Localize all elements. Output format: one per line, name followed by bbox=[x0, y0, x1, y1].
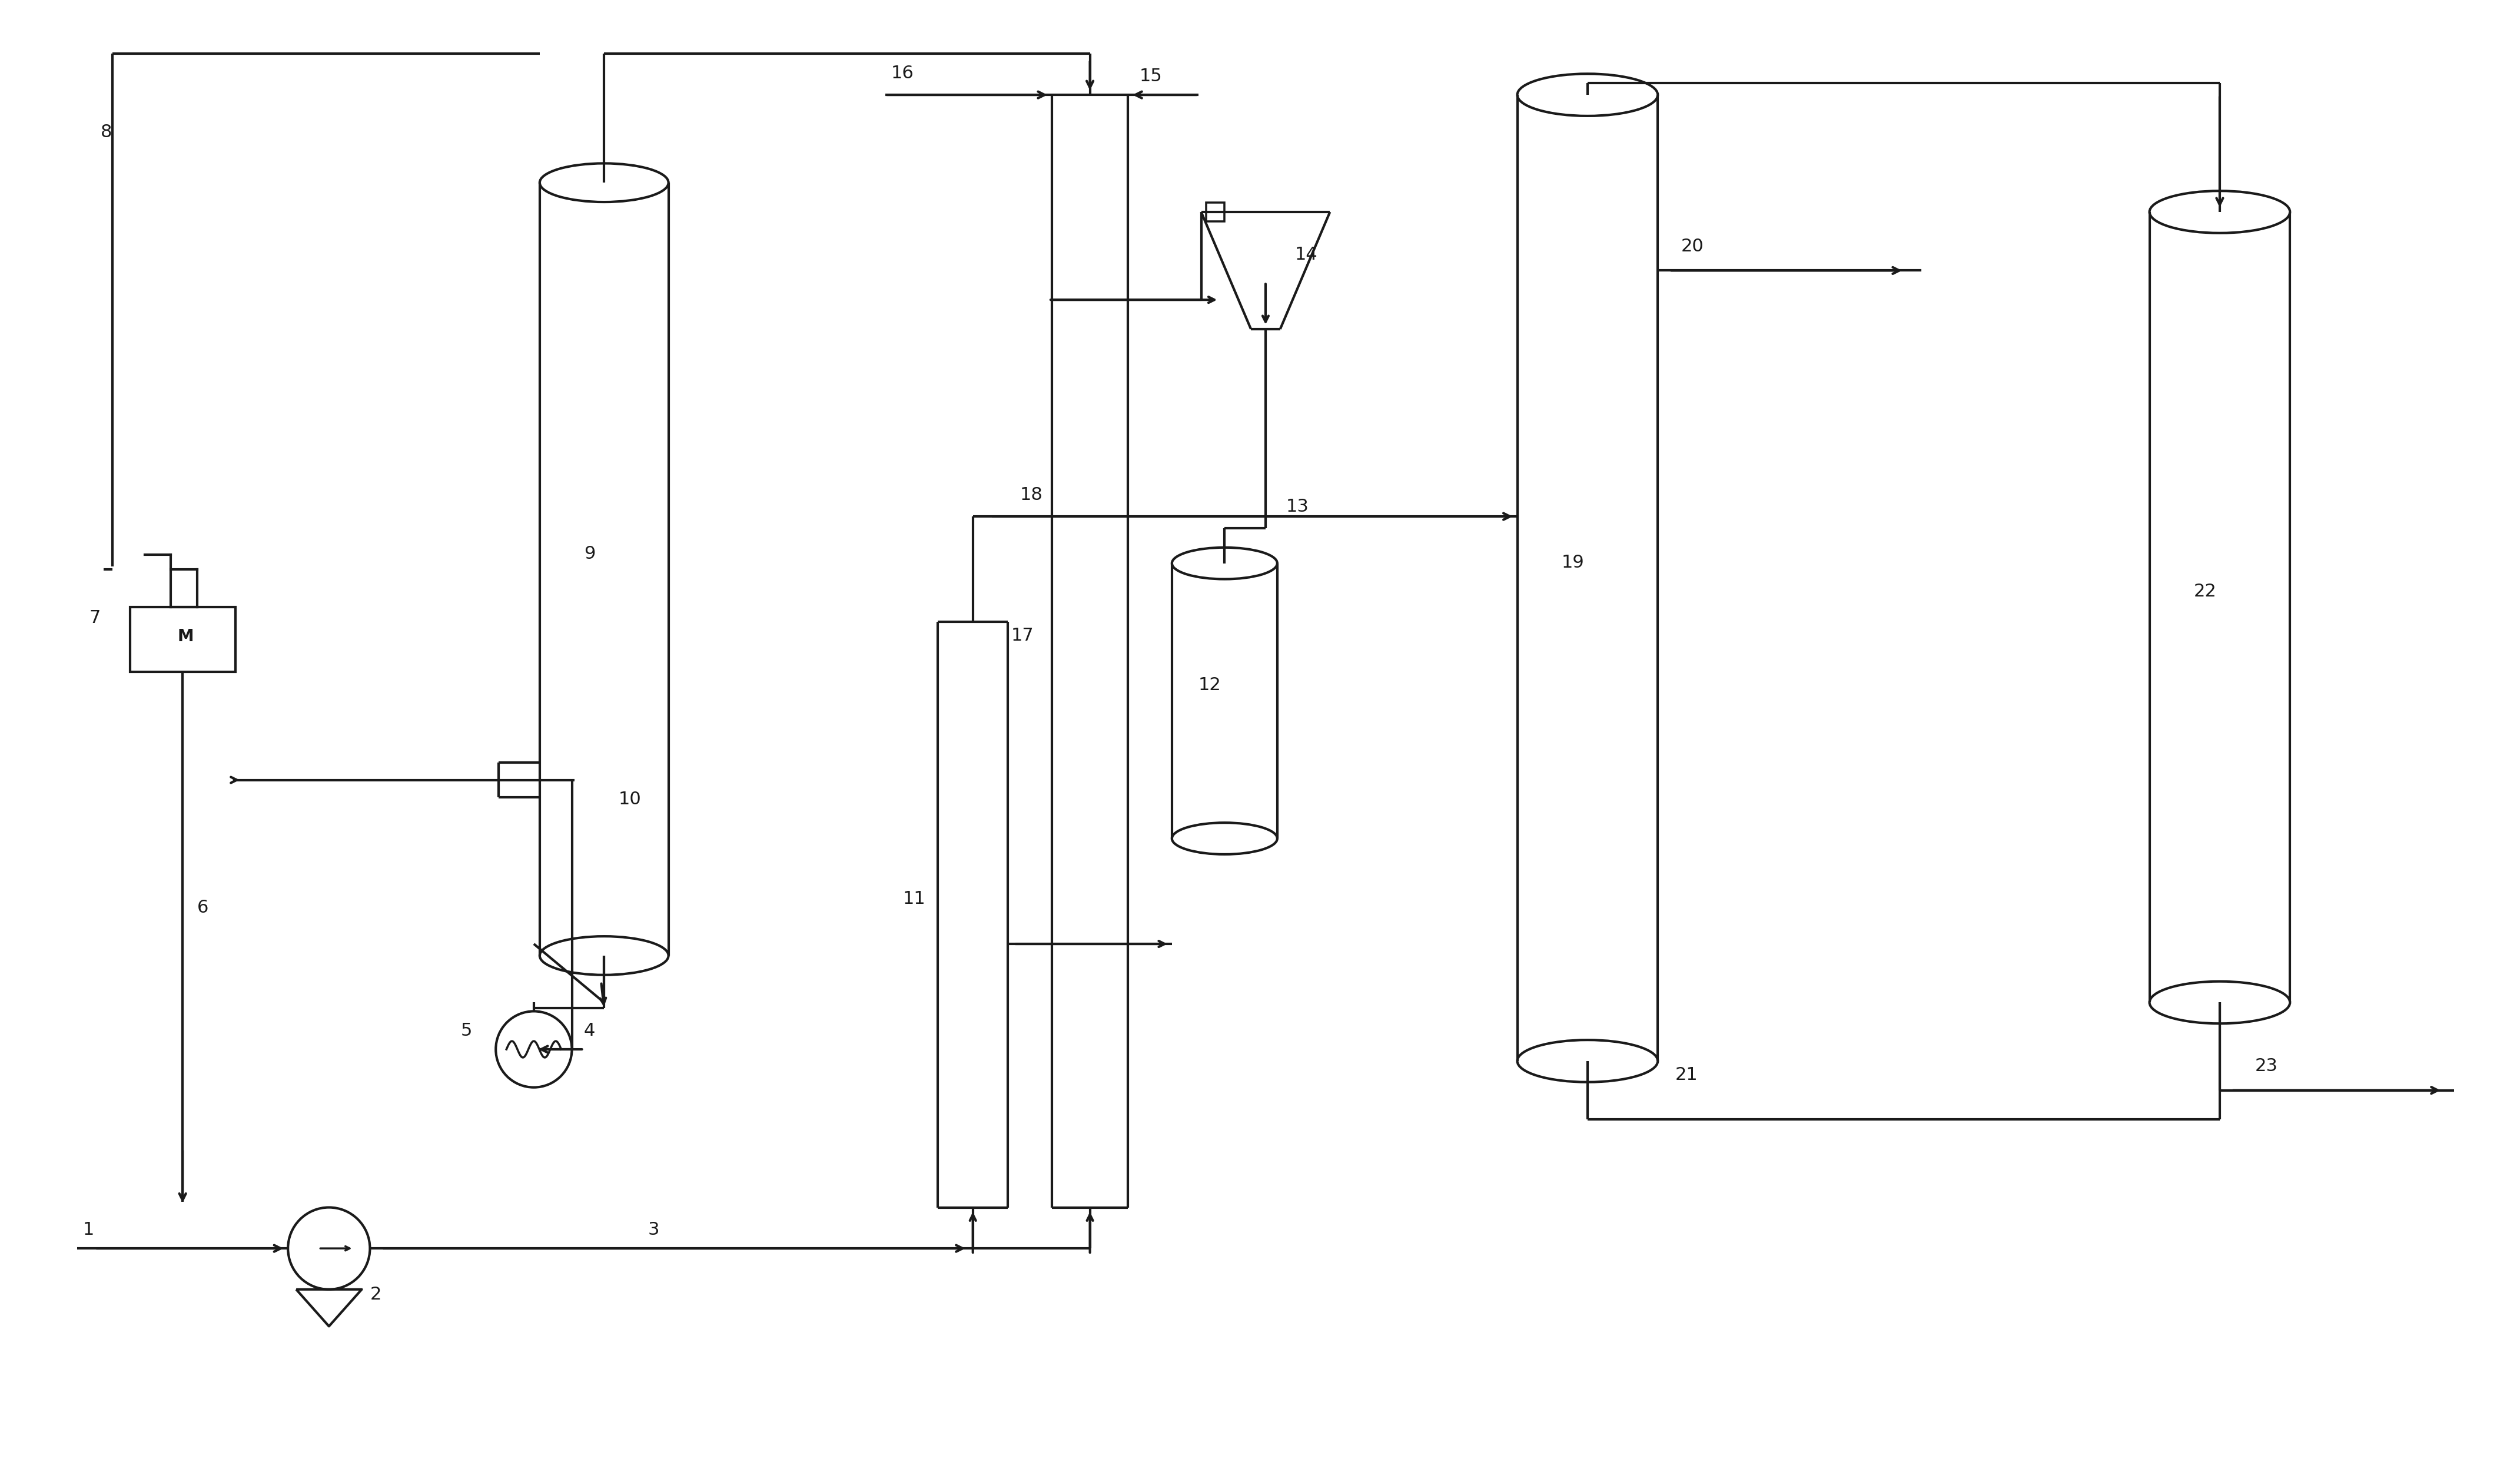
Text: 22: 22 bbox=[2195, 583, 2218, 600]
Text: 3: 3 bbox=[648, 1221, 660, 1239]
Text: 7: 7 bbox=[88, 609, 101, 627]
Text: 8: 8 bbox=[101, 124, 111, 140]
Bar bbox=[1207, 202, 1225, 221]
Text: 4: 4 bbox=[585, 1022, 595, 1040]
Text: 17: 17 bbox=[1011, 627, 1033, 645]
Text: 15: 15 bbox=[1139, 68, 1162, 86]
Text: 12: 12 bbox=[1200, 677, 1222, 693]
Text: 9: 9 bbox=[585, 546, 595, 562]
Text: 19: 19 bbox=[1562, 553, 1585, 571]
Text: 2: 2 bbox=[370, 1286, 381, 1302]
Text: 5: 5 bbox=[461, 1022, 471, 1040]
Text: 16: 16 bbox=[892, 65, 915, 83]
Bar bbox=[131, 608, 234, 671]
Text: 11: 11 bbox=[902, 891, 925, 907]
Text: 21: 21 bbox=[1676, 1066, 1698, 1083]
Text: 13: 13 bbox=[1285, 499, 1308, 515]
Text: 14: 14 bbox=[1295, 246, 1318, 264]
Text: 1: 1 bbox=[83, 1221, 93, 1239]
Text: 20: 20 bbox=[1681, 237, 1704, 255]
Text: 10: 10 bbox=[620, 791, 643, 808]
Text: 18: 18 bbox=[1021, 487, 1043, 503]
Text: M: M bbox=[176, 628, 194, 645]
Text: 23: 23 bbox=[2255, 1058, 2278, 1074]
Text: 6: 6 bbox=[197, 900, 209, 916]
